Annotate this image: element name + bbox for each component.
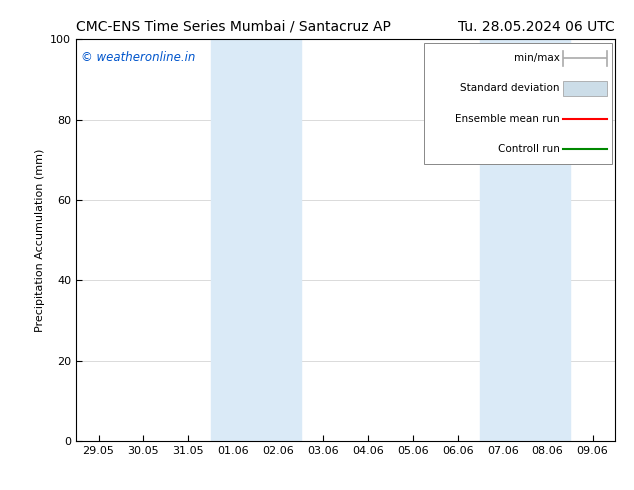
Text: Ensemble mean run: Ensemble mean run [455, 114, 559, 123]
Bar [481, 39, 570, 441]
Bar [563, 81, 607, 96]
Text: © weatheronline.in: © weatheronline.in [81, 51, 196, 64]
Text: Standard deviation: Standard deviation [460, 83, 559, 94]
FancyBboxPatch shape [424, 43, 612, 164]
Bar [210, 39, 301, 441]
Text: Tu. 28.05.2024 06 UTC: Tu. 28.05.2024 06 UTC [458, 20, 615, 34]
Y-axis label: Precipitation Accumulation (mm): Precipitation Accumulation (mm) [35, 148, 44, 332]
Text: CMC-ENS Time Series Mumbai / Santacruz AP: CMC-ENS Time Series Mumbai / Santacruz A… [76, 20, 391, 34]
Text: min/max: min/max [514, 53, 559, 63]
Text: Controll run: Controll run [498, 144, 559, 154]
